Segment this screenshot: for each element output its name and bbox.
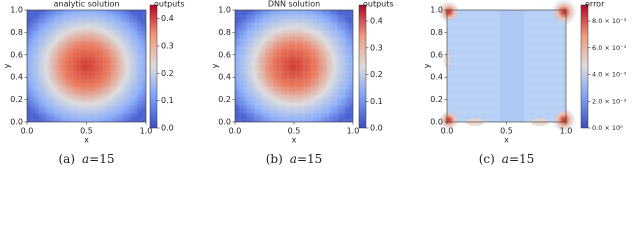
x-tick-label: 0.5: [288, 127, 301, 136]
y-tick-label: 0.2: [218, 95, 231, 104]
x-tick-label: 1.0: [140, 127, 153, 136]
y-tick-label: 1.0: [218, 6, 231, 15]
y-tick-label: 0.8: [218, 28, 231, 37]
x-tick-label: 1.0: [347, 127, 360, 136]
x-axis-label: x: [84, 136, 89, 145]
colorbar: [580, 4, 589, 129]
y-tick-label: 0.6: [430, 50, 443, 59]
y-tick-label: 0.6: [218, 50, 231, 59]
caption-var: a: [290, 152, 297, 166]
x-tick-label: 0.0: [441, 127, 454, 136]
caption-var: a: [82, 152, 89, 166]
y-tick-label: 0.4: [10, 73, 23, 82]
y-tick-label: 0.4: [430, 73, 443, 82]
y-axis-label: y: [211, 63, 220, 68]
x-tick-label: 0.5: [80, 127, 93, 136]
colorbar-label: outputs: [154, 0, 185, 9]
y-tick-label: 0.6: [10, 50, 23, 59]
y-axis-label: y: [423, 63, 432, 68]
caption-eq: =15: [297, 152, 322, 166]
y-tick-label: 0.2: [10, 95, 23, 104]
colorbar: [358, 4, 367, 129]
y-tick-label: 0.0: [430, 118, 443, 127]
x-axis-label: x: [504, 136, 509, 145]
colorbar-tick-label: 0.0 × 10⁰: [592, 124, 623, 132]
colorbar-tick-label: 0.4: [370, 17, 383, 26]
y-tick-label: 0.8: [10, 28, 23, 37]
caption-var: a: [502, 152, 509, 166]
colorbar-tick-label: 0.3: [370, 43, 383, 52]
colorbar-tick-label: 0.1: [161, 96, 174, 105]
caption-tag: (b): [266, 152, 283, 166]
chart-title: DNN solution: [268, 0, 320, 9]
y-tick-label: 0.0: [10, 118, 23, 127]
x-tick-label: 1.0: [560, 127, 573, 136]
chart-title: analytic solution: [54, 0, 120, 9]
colorbar-tick-label: 6.0 × 10⁻³: [592, 44, 627, 52]
y-tick-label: 0.0: [218, 118, 231, 127]
colorbar: [149, 4, 158, 129]
colorbar-tick-label: 4.0 × 10⁻³: [592, 71, 627, 79]
heatmap-image: [27, 0, 577, 132]
caption-tag: (a): [58, 152, 75, 166]
caption-eq: =15: [509, 152, 534, 166]
colorbar-tick-label: 0.4: [161, 14, 174, 23]
colorbar-tick-label: 0.0: [161, 124, 174, 133]
y-axis-label: y: [3, 63, 12, 68]
caption-tag: (c): [479, 152, 495, 166]
colorbar-tick-label: 0.3: [161, 42, 174, 51]
caption: (b) a=15: [266, 152, 323, 166]
figure: analytic solution 0.0 0.5 1.0 0.0 0.2 0.4 0.6 0.…: [3, 0, 627, 166]
x-tick-label: 0.0: [21, 127, 34, 136]
y-tick-label: 0.8: [430, 28, 443, 37]
colorbar-tick-label: 0.2: [161, 69, 174, 78]
y-tick-label: 0.2: [430, 95, 443, 104]
colorbar-tick-label: 0.0: [370, 124, 383, 133]
x-tick-label: 0.0: [229, 127, 242, 136]
colorbar-tick-label: 0.2: [370, 70, 383, 79]
colorbar-tick-label: 2.0 × 10⁻³: [592, 97, 627, 105]
colorbar-label: outputs: [363, 0, 394, 9]
colorbar-tick-label: 0.1: [370, 97, 383, 106]
x-tick-label: 0.5: [500, 127, 513, 136]
caption: (c) a=15: [479, 152, 535, 166]
colorbar-label: error: [585, 0, 605, 9]
y-tick-label: 1.0: [430, 6, 443, 15]
caption: (a) a=15: [58, 152, 114, 166]
caption-eq: =15: [89, 152, 114, 166]
colorbar-tick-label: 8.0 × 10⁻³: [592, 17, 627, 25]
y-tick-label: 0.4: [218, 73, 231, 82]
y-tick-label: 1.0: [10, 6, 23, 15]
x-axis-label: x: [292, 136, 297, 145]
